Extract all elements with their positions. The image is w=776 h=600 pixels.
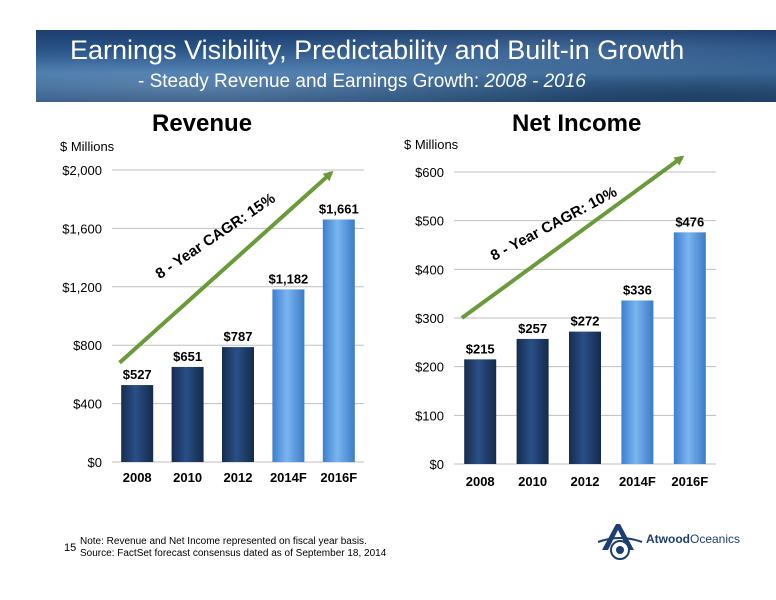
revenue-bar-2014f <box>272 289 305 462</box>
revenue-bar-2010 <box>171 366 204 462</box>
net-income-bar-2016f <box>673 232 706 464</box>
net-income-ytick-label: $0 <box>430 457 444 472</box>
net-income-value-label: $476 <box>675 214 704 229</box>
revenue-bar-2016f <box>322 219 355 462</box>
net-income-trend-arrow <box>460 155 685 320</box>
net-income-bar-2010 <box>516 338 549 464</box>
revenue-ytick-label: $800 <box>73 338 102 353</box>
net-income-ytick-label: $100 <box>415 408 444 423</box>
revenue-category-label: 2010 <box>173 470 202 485</box>
net-income-category-label: 2014F <box>619 474 656 489</box>
subtitle-prefix: - Steady Revenue and Earnings Growth: <box>138 71 485 92</box>
net-income-category-label: 2008 <box>466 474 495 489</box>
revenue-value-label: $1,182 <box>269 271 309 286</box>
page-number: 15 <box>64 542 77 554</box>
net-income-value-label: $272 <box>571 314 600 329</box>
net-income-ytick-label: $600 <box>415 165 444 180</box>
net-income-ytick-label: $200 <box>415 360 444 375</box>
revenue-chart-title: Revenue <box>152 110 253 137</box>
atwood-emblem-icon <box>597 524 643 560</box>
net-income-units: $ Millions <box>404 137 459 152</box>
net-income-value-label: $215 <box>466 341 495 356</box>
footnote-source: Source: FactSet forecast consensus dated… <box>80 548 387 559</box>
revenue-ytick-label: $400 <box>73 397 102 412</box>
slide-subtitle: - Steady Revenue and Earnings Growth: 20… <box>138 71 586 93</box>
revenue-units: $ Millions <box>60 139 115 154</box>
net-income-ytick-label: $300 <box>415 311 444 326</box>
net-income-value-label: $336 <box>623 282 652 297</box>
net-income-value-label: $257 <box>518 321 547 336</box>
net-income-chart-title: Net Income <box>512 110 642 137</box>
logo-name-bold: Atwood <box>646 532 690 546</box>
revenue-ytick-label: $0 <box>88 455 102 470</box>
revenue-value-label: $1,661 <box>319 201 359 216</box>
revenue-ytick-label: $2,000 <box>62 163 102 178</box>
logo-text: AtwoodOceanics <box>646 532 740 546</box>
logo-name-light: Oceanics <box>690 532 741 546</box>
footnote-note: Note: Revenue and Net Income represented… <box>80 536 367 547</box>
footnote: Note: Revenue and Net Income represented… <box>80 536 386 560</box>
net-income-bar-2014f <box>621 300 654 464</box>
revenue-category-label: 2014F <box>270 470 307 485</box>
revenue-category-label: 2012 <box>224 470 253 485</box>
revenue-ytick-label: $1,200 <box>62 280 102 295</box>
revenue-category-label: 2016F <box>320 470 357 485</box>
net-income-bar-2012 <box>569 331 601 464</box>
revenue-category-label: 2008 <box>123 470 152 485</box>
revenue-bar-2012 <box>222 347 254 462</box>
net-income-bar-2008 <box>464 359 497 464</box>
revenue-value-label: $787 <box>224 329 253 344</box>
subtitle-years: 2008 - 2016 <box>484 71 586 92</box>
revenue-ytick-label: $1,600 <box>62 221 102 236</box>
revenue-value-label: $651 <box>173 349 202 364</box>
net-income-ytick-label: $400 <box>415 262 444 277</box>
slide-title: Earnings Visibility, Predictability and … <box>70 35 685 65</box>
net-income-ytick-label: $500 <box>415 214 444 229</box>
net-income-category-label: 2012 <box>571 474 600 489</box>
revenue-value-label: $527 <box>123 367 152 382</box>
atwood-logo: AtwoodOceanics <box>596 520 740 564</box>
net-income-category-label: 2016F <box>671 474 708 489</box>
net-income-category-label: 2010 <box>518 474 547 489</box>
title-banner: Earnings Visibility, Predictability and … <box>36 30 776 102</box>
revenue-bar-2008 <box>121 385 154 462</box>
revenue-trend-arrow <box>118 170 334 365</box>
